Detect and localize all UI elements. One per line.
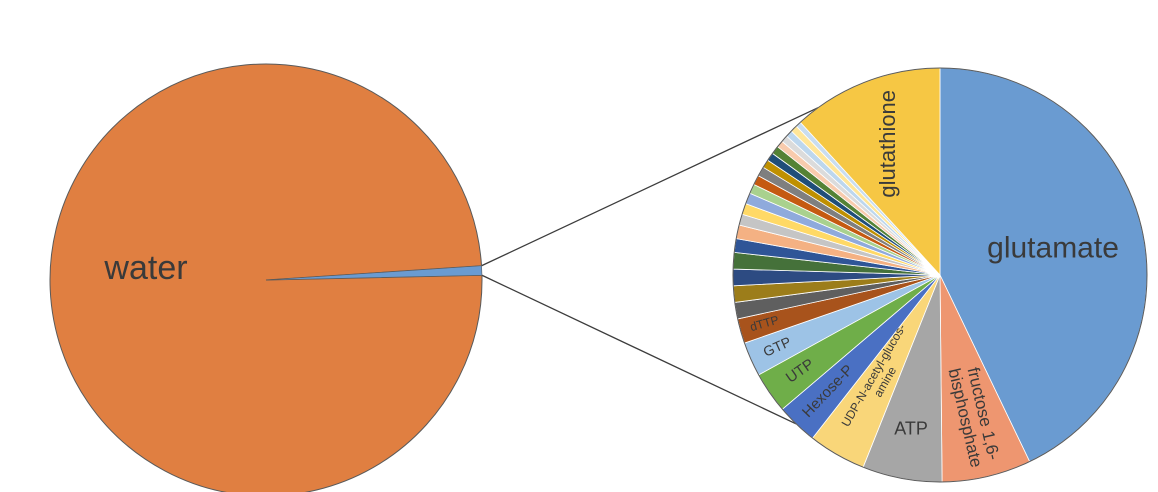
detail-pie xyxy=(732,67,1148,483)
detail-label-atp: ATP xyxy=(894,418,928,438)
detail-label-glutathione: glutathione xyxy=(875,90,900,198)
detail-pie-outline xyxy=(732,67,1148,483)
connector-line-top xyxy=(481,106,819,267)
detail-label-glutamate: glutamate xyxy=(987,231,1119,264)
main-slice-water xyxy=(49,63,483,492)
main-pie xyxy=(49,63,483,492)
main-label-water: water xyxy=(103,249,187,287)
connector-lines xyxy=(481,106,819,425)
connector-line-bottom xyxy=(481,274,797,425)
main-slice-other xyxy=(265,265,483,281)
